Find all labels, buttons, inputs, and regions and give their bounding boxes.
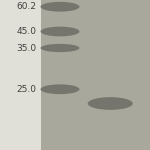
Text: 45.0: 45.0	[17, 27, 37, 36]
Text: 25.0: 25.0	[17, 85, 37, 94]
FancyBboxPatch shape	[0, 0, 40, 150]
Text: 60.2: 60.2	[17, 2, 37, 11]
Ellipse shape	[40, 44, 80, 52]
Ellipse shape	[88, 97, 133, 110]
Ellipse shape	[40, 27, 80, 36]
Ellipse shape	[40, 84, 80, 94]
Ellipse shape	[40, 2, 80, 12]
Text: 35.0: 35.0	[17, 44, 37, 52]
FancyBboxPatch shape	[40, 0, 150, 150]
